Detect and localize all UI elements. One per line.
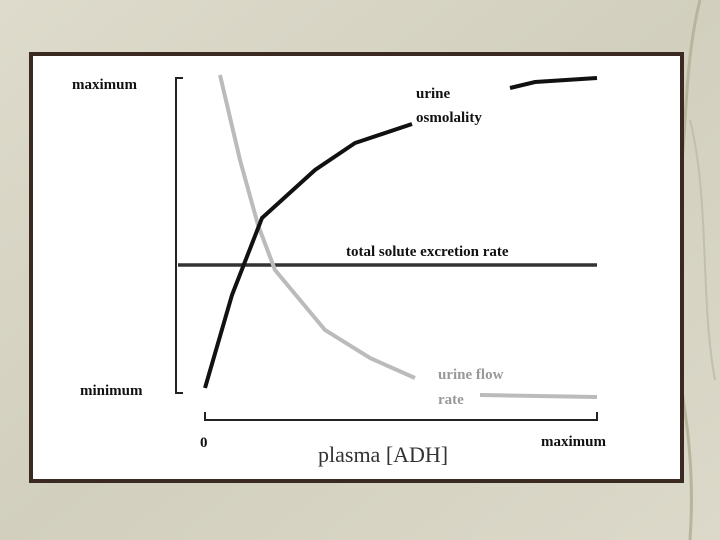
vine-decoration [689,119,716,381]
x-axis-bracket [204,412,598,421]
urine-flow-curve [479,393,598,399]
urine-flow-label: rate [438,392,464,408]
urine-flow-curve [218,74,416,380]
y-axis-bracket [175,77,183,394]
y-min-label: minimum [80,383,143,399]
urine-osmolality-curve [509,76,598,90]
urine-osmolality-label: urine [416,86,451,102]
x-end-label: maximum [541,434,607,450]
solute-excretion-label: total solute excretion rate [346,244,509,260]
urine-osmolality-label: osmolality [416,110,482,126]
x-start-label: 0 [200,435,208,451]
figure-frame [29,52,684,483]
urine-osmolality-curve [203,122,413,389]
x-axis-title: plasma [ADH] [318,442,448,467]
y-max-label: maximum [72,77,138,93]
urine-flow-label: urine flow [438,367,504,383]
